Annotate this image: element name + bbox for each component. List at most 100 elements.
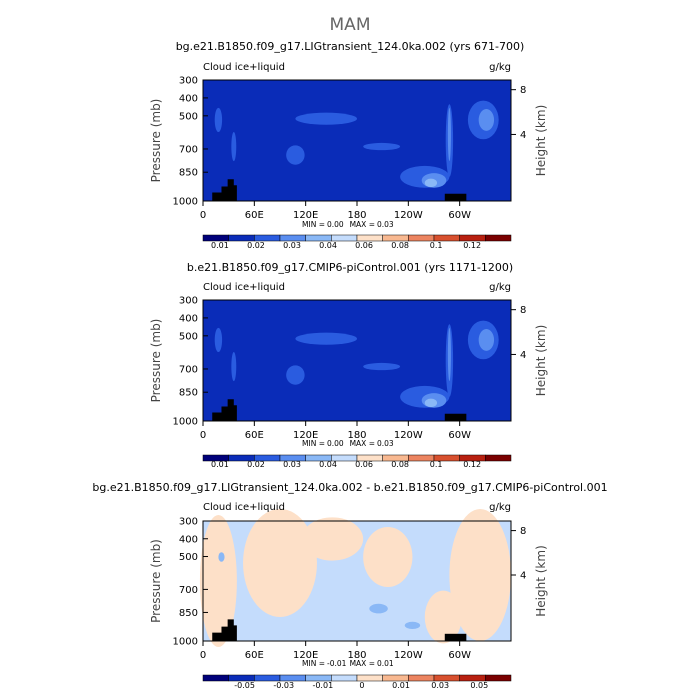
colorbar-label: 0.08 xyxy=(391,460,409,469)
colorbar-label: -0.05 xyxy=(234,681,255,690)
max-label: MAX = xyxy=(350,659,375,668)
x-tick-label: 60E xyxy=(245,650,264,661)
max-label: MAX = xyxy=(350,220,375,229)
right-axis-label: Height (km) xyxy=(534,105,548,176)
y-tick-label: 400 xyxy=(179,313,198,324)
panel-3 xyxy=(199,509,516,682)
height-tick-label: 4 xyxy=(520,350,526,361)
colorbar-label: 0.02 xyxy=(247,241,265,250)
x-tick-label: 180 xyxy=(347,210,366,221)
right-axis-label: Height (km) xyxy=(534,325,548,396)
negative-region xyxy=(404,621,421,630)
contour-blob xyxy=(286,145,305,165)
max-value: 0.03 xyxy=(377,220,394,229)
colorbar-swatch xyxy=(485,234,512,242)
min-value: 0.00 xyxy=(327,220,344,229)
colorbar-swatch xyxy=(408,674,435,682)
y-tick-label: 300 xyxy=(179,517,198,528)
contour-blob xyxy=(478,329,495,351)
colorbar-label: 0.1 xyxy=(430,241,443,250)
colorbar-swatch xyxy=(202,674,229,682)
x-tick-label: 0 xyxy=(200,650,206,661)
positive-region xyxy=(424,590,462,644)
colorbar-swatch xyxy=(331,674,358,682)
max-label: MAX = xyxy=(350,439,375,448)
colorbar-swatch xyxy=(485,674,512,682)
x-tick-label: 60W xyxy=(448,430,471,441)
units-label: g/kg xyxy=(489,62,511,73)
negative-region xyxy=(218,552,225,562)
height-tick-label: 4 xyxy=(520,571,526,582)
x-tick-label: 0 xyxy=(200,210,206,221)
y-tick-label: 700 xyxy=(179,364,198,375)
height-tick-label: 8 xyxy=(520,85,526,96)
contour-blob xyxy=(295,112,358,125)
x-tick-label: 120E xyxy=(293,430,318,441)
y-tick-label: 850 xyxy=(179,608,198,619)
x-tick-label: 180 xyxy=(347,430,366,441)
x-tick-label: 180 xyxy=(347,650,366,661)
panel-2 xyxy=(202,299,516,462)
y-axis-label: Pressure (mb) xyxy=(149,99,163,183)
x-tick-label: 120E xyxy=(293,650,318,661)
variable-label: Cloud ice+liquid xyxy=(203,502,285,513)
colorbar-label: 0.12 xyxy=(463,460,481,469)
min-label: MIN = xyxy=(302,220,325,229)
topography xyxy=(212,399,237,421)
positive-region xyxy=(243,509,317,617)
positive-region xyxy=(449,509,512,641)
colorbar-label: 0.03 xyxy=(283,241,301,250)
colorbar-label: 0.01 xyxy=(211,241,229,250)
max-value: 0.01 xyxy=(377,659,394,668)
y-tick-label: 1000 xyxy=(173,637,198,648)
y-tick-label: 850 xyxy=(179,168,198,179)
contour-blob xyxy=(478,109,495,131)
contour-blob xyxy=(424,398,438,408)
min-value: 0.00 xyxy=(327,439,344,448)
x-tick-label: 120W xyxy=(394,430,423,441)
colorbar-label: 0.04 xyxy=(319,460,337,469)
colorbar-label: 0.03 xyxy=(431,681,449,690)
y-tick-label: 400 xyxy=(179,534,198,545)
y-tick-label: 300 xyxy=(179,76,198,87)
panel-subtitle: bg.e21.B1850.f09_g17.LIGtransient_124.0k… xyxy=(176,40,525,53)
topography xyxy=(444,413,467,421)
y-tick-label: 700 xyxy=(179,144,198,155)
colorbar-label: 0.06 xyxy=(355,460,373,469)
colorbar-label: 0.05 xyxy=(470,681,488,690)
topography xyxy=(212,619,237,641)
colorbar-label: 0.03 xyxy=(283,460,301,469)
contour-blob xyxy=(214,327,223,353)
x-tick-label: 120W xyxy=(394,210,423,221)
min-label: MIN = xyxy=(302,659,325,668)
y-tick-label: 1000 xyxy=(173,197,198,208)
x-tick-label: 60E xyxy=(245,210,264,221)
variable-label: Cloud ice+liquid xyxy=(203,282,285,293)
x-tick-label: 120W xyxy=(394,650,423,661)
contour-blob xyxy=(447,327,451,382)
contour-blob xyxy=(424,178,438,188)
colorbar-label: 0 xyxy=(359,681,364,690)
panel-1 xyxy=(202,79,516,242)
contour-blob xyxy=(447,107,451,162)
y-tick-label: 500 xyxy=(179,552,198,563)
colorbar-label: 0.02 xyxy=(247,460,265,469)
y-tick-label: 300 xyxy=(179,296,198,307)
topography xyxy=(444,633,467,641)
right-axis-label: Height (km) xyxy=(534,545,548,616)
colorbar-label: -0.03 xyxy=(273,681,294,690)
contour-blob xyxy=(363,362,401,371)
x-tick-label: 120E xyxy=(293,210,318,221)
variable-label: Cloud ice+liquid xyxy=(203,62,285,73)
colorbar-label: 0.08 xyxy=(391,241,409,250)
field-background xyxy=(203,80,511,201)
y-tick-label: 500 xyxy=(179,111,198,122)
height-tick-label: 4 xyxy=(520,130,526,141)
x-tick-label: 0 xyxy=(200,430,206,441)
figure-title: MAM xyxy=(330,15,371,35)
x-tick-label: 60W xyxy=(448,210,471,221)
positive-region xyxy=(363,527,413,587)
y-axis-label: Pressure (mb) xyxy=(149,539,163,623)
min-label: MIN = xyxy=(302,439,325,448)
